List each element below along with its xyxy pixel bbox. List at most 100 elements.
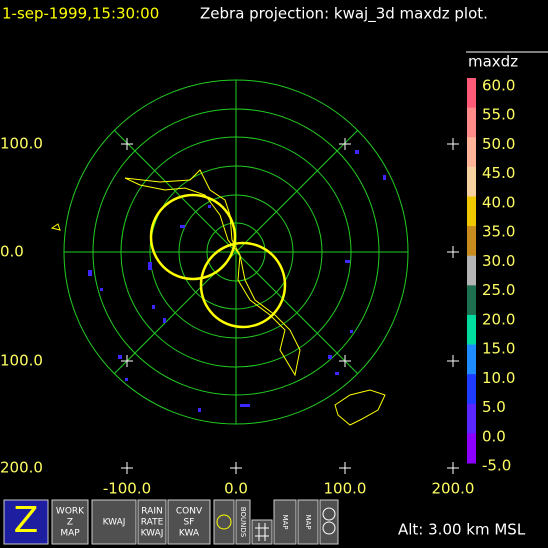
colorbar-label: 55.0 — [482, 106, 515, 124]
button-face — [297, 499, 319, 545]
x-axis-label: 0.0 — [224, 480, 248, 498]
echo — [88, 270, 92, 276]
grid-plus — [339, 355, 351, 367]
echo — [328, 355, 332, 359]
echoes — [88, 150, 386, 412]
colorbar-label: 50.0 — [482, 135, 515, 153]
button-label: BOUNDS — [239, 507, 247, 538]
colorbar-label: 15.0 — [482, 340, 515, 358]
button-face — [235, 499, 251, 545]
coastline — [124, 169, 301, 377]
colorbar-swatch — [467, 433, 476, 464]
toolbar-button[interactable] — [251, 519, 273, 545]
toolbar-button[interactable] — [319, 499, 339, 545]
colorbar-label: 5.0 — [482, 398, 506, 416]
colorbar-label: -5.0 — [482, 457, 511, 475]
toolbar-button[interactable] — [213, 499, 235, 545]
echo — [152, 305, 155, 309]
colorbar-swatch — [467, 255, 476, 286]
x-axis-label: -100.0 — [103, 480, 151, 498]
grid-plus — [230, 462, 242, 474]
button-label: KWAJ — [103, 518, 126, 528]
button-face — [213, 499, 235, 545]
button-face — [137, 499, 167, 545]
button-face — [3, 499, 49, 545]
range-rings — [63, 79, 409, 425]
colorbar-swatch — [467, 314, 476, 346]
button-glyph — [216, 514, 232, 530]
grid-plus — [447, 138, 459, 150]
x-axis-label: 200.0 — [432, 480, 475, 498]
button-label: MAP — [304, 514, 312, 529]
colorbar-swatch — [467, 403, 476, 434]
range-circle — [149, 193, 237, 281]
button-face — [251, 519, 273, 545]
plot-title: Zebra projection: kwaj_3d maxdz plot. — [200, 5, 488, 24]
button-label: MAP — [60, 529, 80, 539]
colorbar-swatch — [467, 137, 476, 168]
button-label: MAP — [281, 514, 289, 529]
toolbar-button[interactable]: MAP — [297, 499, 319, 545]
colorbar-title: maxdz — [468, 53, 518, 71]
colorbar-swatch — [467, 285, 476, 316]
echo — [345, 260, 350, 263]
colorbar-swatch — [467, 196, 476, 227]
colorbar-swatch — [467, 107, 476, 138]
echo — [335, 372, 339, 375]
button-label: Z — [67, 518, 73, 528]
echo — [198, 408, 201, 412]
echo — [180, 225, 185, 228]
colorbar-swatch — [467, 374, 476, 405]
colorbar-label: 40.0 — [482, 193, 515, 211]
button-glyph — [255, 523, 269, 541]
status-altitude: Alt: 3.00 km MSL — [398, 521, 526, 539]
echo — [148, 262, 152, 270]
x-axis-label: 100.0 — [324, 480, 367, 498]
toolbar-button[interactable]: Z — [3, 499, 49, 545]
button-glyph — [322, 507, 336, 521]
colorbar: maxdz 60.0 55.0 50.0 45.0 40.0 35.0 30.0 25.0 20… — [466, 51, 548, 475]
button-label: RATE — [141, 518, 164, 528]
button-label: Z — [14, 500, 39, 541]
echo — [118, 355, 122, 359]
button-face — [167, 499, 211, 545]
button-label: KWA — [179, 529, 200, 539]
island — [334, 389, 386, 426]
echo — [100, 288, 103, 291]
button-label: WORK — [56, 507, 85, 517]
toolbar-button[interactable]: BOUNDS — [235, 499, 251, 545]
colorbar-label: 20.0 — [482, 310, 515, 328]
grid-markers — [121, 138, 459, 474]
echo — [163, 318, 166, 323]
range-circle — [199, 241, 287, 329]
colorbar-swatch — [467, 226, 476, 257]
button-label: SF — [184, 518, 195, 528]
toolbar-button[interactable]: MAP — [273, 499, 297, 545]
grid-plus — [121, 462, 133, 474]
azimuth-line — [113, 129, 359, 375]
toolbar-button[interactable]: KWAJ — [91, 499, 137, 545]
colorbar-label: 45.0 — [482, 164, 515, 182]
colorbar-label: 10.0 — [482, 369, 515, 387]
grid-plus — [121, 355, 133, 367]
button-face — [51, 499, 89, 545]
grid-plus — [447, 355, 459, 367]
colorbar-label: 0.0 — [482, 427, 506, 445]
colorbar-label: 30.0 — [482, 252, 515, 270]
button-label: KWAJ — [141, 529, 164, 539]
button-label: CONV — [176, 507, 203, 517]
island — [50, 223, 61, 231]
grid-plus — [447, 246, 459, 258]
y-axis-label: 200.0 — [0, 459, 43, 477]
y-axis-label: 100.0 — [0, 135, 43, 153]
colorbar-label: 25.0 — [482, 281, 515, 299]
echo — [355, 150, 359, 154]
map-overlay — [50, 169, 386, 426]
colorbar-label: 35.0 — [482, 223, 515, 241]
